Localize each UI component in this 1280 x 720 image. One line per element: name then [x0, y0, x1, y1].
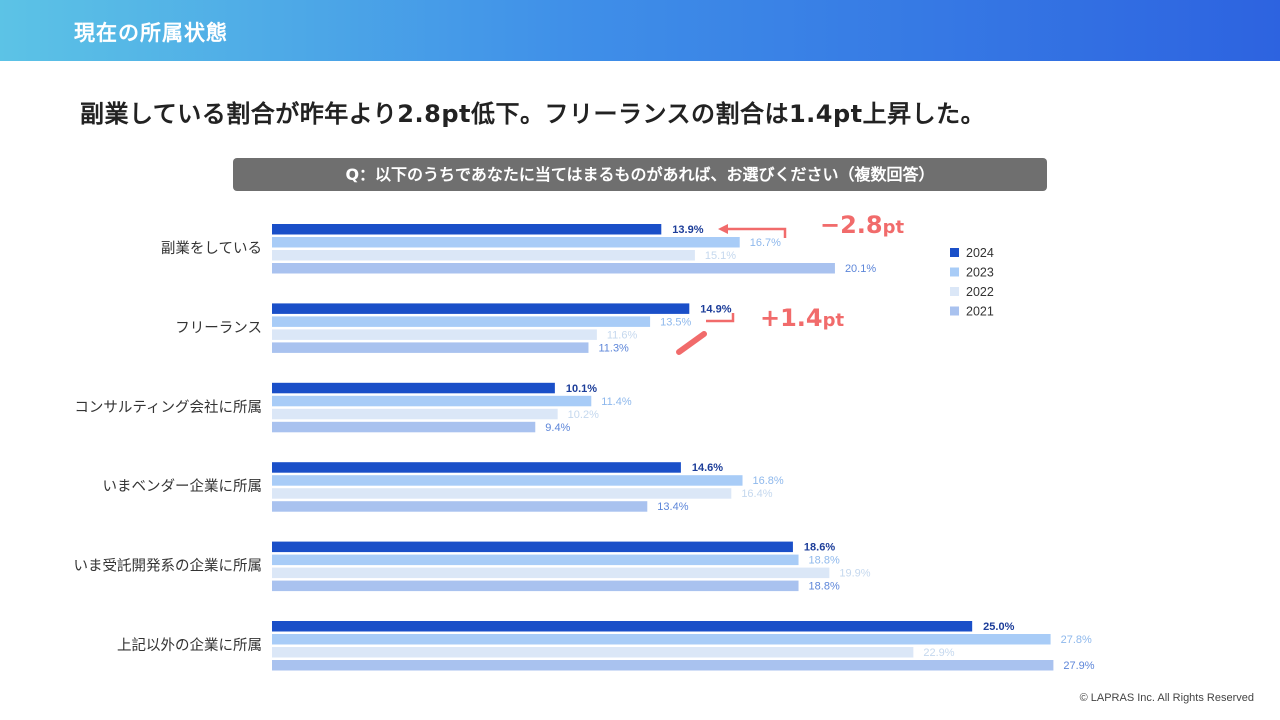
freelance-change-annotation: +1.4pt — [760, 304, 844, 332]
legend-swatch-2023 — [950, 267, 959, 277]
category-label: コンサルティング会社に所属 — [74, 399, 262, 416]
bar-2021 — [272, 342, 589, 353]
bar-2023 — [272, 475, 743, 486]
freelance-arrow-shaft — [676, 331, 707, 355]
bar-2022 — [272, 488, 732, 499]
data-label-2023: 13.5% — [660, 316, 691, 328]
bar-2024 — [272, 462, 681, 473]
legend-swatch-2021 — [950, 306, 959, 316]
bar-2022 — [272, 647, 914, 658]
data-label-2023: 11.4% — [601, 396, 632, 408]
data-label-2021: 20.1% — [845, 263, 876, 275]
bar-2021 — [272, 501, 648, 512]
header-bar: 現在の所属状態 — [0, 0, 1280, 61]
data-label-2024: 10.1% — [566, 383, 597, 395]
copyright: © LAPRAS Inc. All Rights Reserved — [1079, 692, 1254, 704]
legend-label-2023: 2023 — [966, 266, 994, 280]
data-label-2022: 19.9% — [839, 568, 870, 580]
side-job-change-annotation: −2.8pt — [820, 211, 904, 239]
bar-2021 — [272, 421, 536, 433]
freelance-change-unit: pt — [822, 310, 845, 331]
data-label-2024: 13.9% — [672, 224, 703, 236]
data-label-2022: 22.9% — [923, 647, 954, 659]
data-label-2023: 16.8% — [753, 475, 784, 487]
data-label-2021: 9.4% — [545, 422, 570, 434]
data-label-2024: 14.6% — [692, 462, 723, 474]
data-label-2021: 27.9% — [1063, 660, 1094, 672]
data-label-2022: 16.4% — [741, 488, 772, 500]
bar-2021 — [272, 660, 1054, 671]
data-label-2021: 11.3% — [598, 342, 629, 354]
survey-question: Q：以下のうちであなたに当てはまるものがあれば、お選びください（複数回答） — [233, 158, 1047, 191]
freelance-bracket — [706, 313, 735, 323]
data-label-2022: 15.1% — [705, 250, 736, 262]
legend-swatch-2024 — [950, 248, 959, 257]
side-job-arrow-head — [718, 224, 728, 234]
data-label-2022: 10.2% — [568, 409, 599, 421]
legend-label-2022: 2022 — [966, 285, 994, 299]
bar-2023 — [272, 554, 799, 566]
bar-2022 — [272, 408, 558, 420]
bar-2024 — [272, 621, 973, 632]
bar-2024 — [272, 541, 793, 553]
category-label: いまベンダー企業に所属 — [103, 477, 263, 495]
data-label-2024: 25.0% — [983, 621, 1014, 633]
data-label-2021: 18.8% — [809, 581, 840, 593]
bar-2024 — [272, 224, 662, 235]
bar-2022 — [272, 329, 597, 340]
side-job-arrow-line — [724, 227, 787, 238]
data-label-2021: 13.4% — [657, 501, 688, 513]
data-label-2022: 11.6% — [607, 329, 638, 341]
data-label-2024: 14.9% — [700, 303, 731, 315]
category-label: いま受託開発系の企業に所属 — [74, 557, 263, 575]
bar-2024 — [272, 303, 690, 314]
bar-2024 — [272, 382, 555, 394]
bar-2023 — [272, 316, 651, 327]
legend-label-2024: 2024 — [966, 246, 994, 260]
bar-2022 — [272, 567, 830, 579]
bar-2023 — [272, 237, 740, 248]
side-job-change-unit: pt — [882, 217, 905, 238]
data-label-2023: 27.8% — [1061, 634, 1092, 646]
bar-2021 — [272, 263, 835, 274]
headline: 副業している割合が昨年より2.8pt低下。フリーランスの割合は1.4pt上昇した… — [80, 100, 986, 128]
bar-2022 — [272, 250, 695, 261]
data-label-2023: 18.8% — [809, 555, 840, 567]
category-label: フリーランス — [175, 320, 262, 336]
bar-2021 — [272, 580, 799, 592]
category-label: 副業をしている — [161, 240, 262, 257]
legend-label-2021: 2021 — [966, 305, 994, 319]
data-label-2024: 18.6% — [804, 542, 835, 554]
freelance-change-value: +1.4 — [760, 304, 823, 332]
page-title: 現在の所属状態 — [74, 21, 228, 45]
bar-2023 — [272, 634, 1051, 645]
data-label-2023: 16.7% — [750, 237, 781, 249]
bar-2023 — [272, 395, 592, 407]
category-label: 上記以外の企業に所属 — [117, 636, 262, 654]
legend-swatch-2022 — [950, 287, 959, 296]
side-job-change-value: −2.8 — [820, 211, 883, 239]
